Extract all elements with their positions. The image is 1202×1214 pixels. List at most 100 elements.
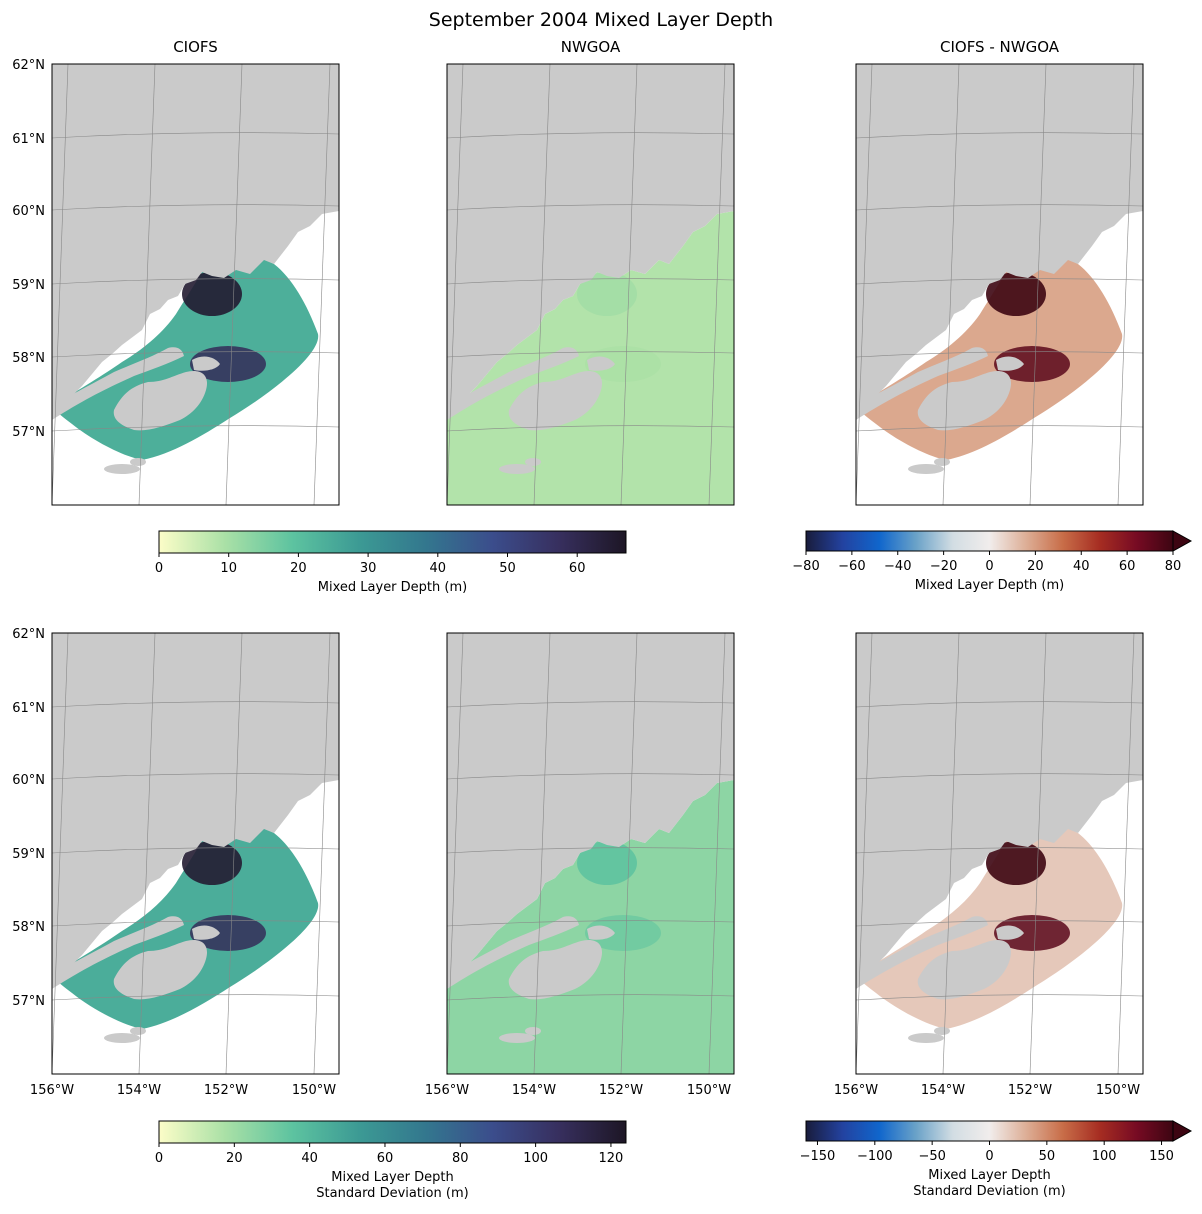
lat-tick-label: 57°N <box>12 994 45 1009</box>
land-islet <box>104 464 140 474</box>
land-peninsula <box>52 916 184 989</box>
land <box>52 64 339 406</box>
colorbar-tick-label: −150 <box>800 1149 836 1164</box>
cbar-mean-seq: 0 10 20 30 40 50 60 Mixed Layer Depth (m) <box>155 530 627 595</box>
panel-mean-ciofs: CIOFS 62°N 61°N 60°N 59°N 58°N 57°N <box>12 38 340 506</box>
map-frame <box>51 63 340 506</box>
land <box>856 633 1143 975</box>
colorbar-tick-label: 60 <box>377 1151 394 1166</box>
field-core <box>182 272 242 316</box>
lat-gridline <box>856 425 1143 432</box>
colorbar-tick-label: 20 <box>290 561 307 576</box>
cbar-std-div: −150 −100 −50 0 50 100 150 Mixed Layer DepthSta… <box>800 1120 1193 1199</box>
map-frame <box>446 632 735 1075</box>
land-kodiak <box>508 939 603 1000</box>
field-core <box>577 272 637 316</box>
colorbar-tick-label: 40 <box>1073 559 1090 574</box>
lon-tick-label: 150°W <box>1096 1083 1140 1098</box>
lon-gridline <box>856 64 873 505</box>
land-peninsula <box>52 347 184 420</box>
lat-tick-label: 60°N <box>12 773 45 788</box>
colorbar-tick-label: 0 <box>155 561 163 576</box>
land-islet <box>525 1027 541 1035</box>
colorbar-tick-label: −40 <box>884 559 911 574</box>
colorbar-extend-arrow <box>1172 1120 1193 1142</box>
lat-gridline <box>52 920 339 927</box>
land-peninsula <box>856 916 988 989</box>
land-peninsula <box>447 916 579 989</box>
colorbar-tick-label: 50 <box>1039 1149 1056 1164</box>
lat-gridline <box>52 847 339 854</box>
lat-gridline <box>447 920 734 927</box>
lat-gridline <box>856 132 1143 139</box>
lat-gridline <box>52 204 339 211</box>
lon-gridline <box>138 64 156 505</box>
colorbar-tick-label: 80 <box>1165 559 1182 574</box>
colorbar-tick-label: −50 <box>918 1149 945 1164</box>
lat-gridline <box>52 773 339 780</box>
lat-gridline <box>856 701 1143 708</box>
field-core <box>182 841 242 885</box>
lon-gridline <box>447 64 464 505</box>
colorbar-label: Mixed Layer Depth (m) <box>915 578 1064 593</box>
lon-tick-label: 152°W <box>599 1083 643 1098</box>
lon-gridline <box>1117 633 1135 1074</box>
lon-gridline <box>620 64 638 505</box>
colorbar-tick-label: 100 <box>1092 1149 1117 1164</box>
field-core <box>986 841 1046 885</box>
lon-tick-label: 150°W <box>292 1083 336 1098</box>
colorbar-tick-label: 30 <box>360 561 377 576</box>
colorbar-tick-label: −20 <box>930 559 957 574</box>
lat-gridline <box>52 633 58 634</box>
lon-gridline <box>620 633 638 1074</box>
land-islet <box>908 1033 944 1043</box>
lat-gridline <box>856 994 1143 1001</box>
lat-gridline <box>447 633 453 634</box>
lat-gridline <box>856 633 862 634</box>
lon-gridline <box>52 633 69 1074</box>
land <box>52 633 339 975</box>
lon-gridline <box>942 64 960 505</box>
lat-tick-label: 60°N <box>12 204 45 219</box>
colorbar-gradient <box>158 1120 627 1144</box>
lon-tick-label: 152°W <box>204 1083 248 1098</box>
lon-gridline <box>138 633 156 1074</box>
lon-tick-label: 156°W <box>30 1083 74 1098</box>
land-islet <box>934 458 950 466</box>
lat-gridline <box>52 701 339 708</box>
land-afognak <box>996 356 1024 371</box>
colorbar-tick-label: −80 <box>792 559 819 574</box>
field-core <box>190 915 266 951</box>
land-afognak <box>587 356 615 371</box>
colorbar-tick-label: 0 <box>155 1151 163 1166</box>
lon-gridline <box>1029 633 1047 1074</box>
lon-tick-label: 154°W <box>117 1083 161 1098</box>
lat-gridline <box>856 278 1143 285</box>
panel-mean-nwgoa: NWGOA <box>446 38 735 506</box>
lon-tick-label: 152°W <box>1008 1083 1052 1098</box>
lon-gridline <box>313 64 331 505</box>
lat-gridline <box>447 351 734 358</box>
lon-tick-label: 156°W <box>425 1083 469 1098</box>
lat-gridline <box>447 278 734 285</box>
lat-gridline <box>856 64 862 65</box>
land-islet <box>525 458 541 466</box>
lat-gridline <box>856 773 1143 780</box>
land-afognak <box>192 356 220 371</box>
land <box>856 64 1143 406</box>
colorbar-tick-label: 150 <box>1149 1149 1174 1164</box>
panel-mean-diff: CIOFS - NWGOA <box>855 38 1144 506</box>
map-frame <box>51 632 340 1075</box>
field-core <box>994 346 1070 382</box>
lat-tick-label: 58°N <box>12 351 45 366</box>
lon-gridline <box>708 633 726 1074</box>
lat-gridline <box>447 994 734 1001</box>
lon-tick-label: 154°W <box>512 1083 556 1098</box>
colorbar-tick-label: 50 <box>499 561 516 576</box>
lat-tick-label: 62°N <box>12 627 45 642</box>
cbar-std-seq: 0 20 40 60 80 100 120 Mixed Layer DepthStandard… <box>155 1120 627 1201</box>
lon-gridline <box>313 633 331 1074</box>
colorbar-tick-label: 10 <box>220 561 237 576</box>
land-islet <box>934 1027 950 1035</box>
lon-gridline <box>1029 64 1047 505</box>
